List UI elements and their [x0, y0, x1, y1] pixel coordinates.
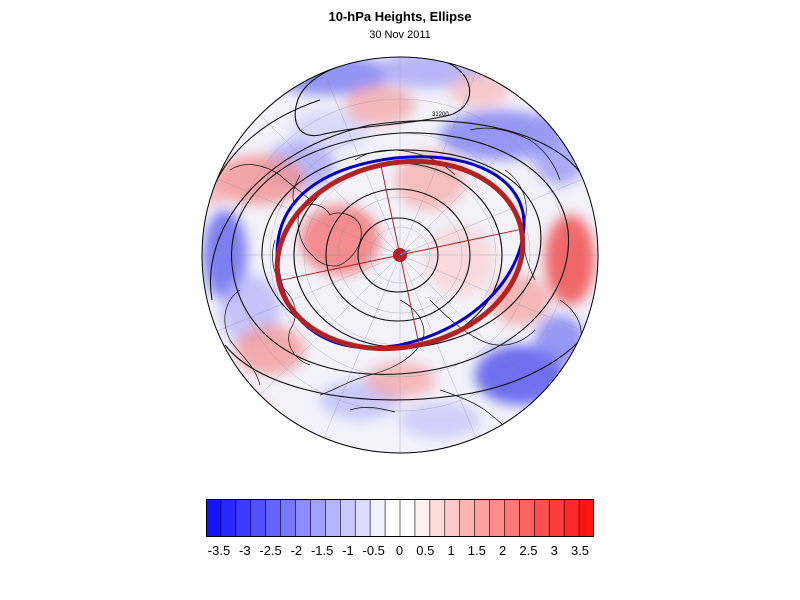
- colorbar-swatch: [399, 499, 416, 537]
- colorbar-tick-label: 3: [550, 543, 558, 558]
- colorbar-swatch: [504, 499, 520, 537]
- colorbar-tick-label: -3: [239, 543, 251, 558]
- colorbar-tick-label: -0.5: [362, 543, 385, 558]
- map-date: 30 Nov 2011: [369, 29, 431, 41]
- colorbar-swatch: [354, 499, 371, 537]
- colorbar-swatch: [384, 499, 401, 537]
- colorbar-tick-label: 1: [447, 543, 455, 558]
- colorbar-tick-label: 0: [395, 543, 404, 558]
- colorbar-swatch: [369, 499, 386, 537]
- colorbar-swatch: [250, 499, 267, 537]
- colorbar-swatch: [444, 499, 461, 537]
- map-title: 10-hPa Heights, Ellipse: [328, 9, 472, 24]
- colorbar-swatch: [340, 499, 356, 537]
- colorbar-swatch: [578, 499, 594, 537]
- colorbar-tick-label: -3.5: [207, 543, 231, 558]
- center-vector: [399, 249, 411, 256]
- colorbar-swatch: [280, 499, 297, 537]
- colorbar-tick-label: -2.5: [259, 543, 282, 558]
- colorbar-swatch: [414, 499, 431, 537]
- colorbar-swatch: [534, 499, 550, 537]
- colorbar-tick-label: -2: [290, 543, 303, 558]
- colorbar-swatch: [265, 499, 282, 537]
- colorbar-swatch: [295, 499, 312, 537]
- colorbar-swatch: [235, 499, 252, 537]
- colorbar-tick-label: -1.5: [310, 543, 334, 558]
- colorbar-tick-label: 2.5: [519, 543, 538, 558]
- colorbar-swatch: [429, 499, 446, 537]
- colorbar-swatch: [519, 499, 535, 537]
- colorbar-tick-label: 3.5: [570, 543, 590, 558]
- colorbar-swatch: [220, 499, 237, 537]
- colorbar-tick-label: 1.5: [467, 543, 486, 558]
- colorbar-swatch: [206, 499, 222, 537]
- colorbar-swatch: [459, 499, 476, 537]
- colorbar-swatch: [489, 499, 506, 537]
- colorbar-swatch: [325, 499, 341, 537]
- colorbar-tick-label: 2: [499, 543, 507, 558]
- contour-label: 31200: [432, 112, 449, 118]
- globe: 31200: [202, 57, 598, 453]
- colorbar-swatch: [310, 499, 326, 537]
- colorbar-tick-label: -1: [342, 543, 354, 558]
- colorbar-tick-label: 0.5: [416, 543, 435, 558]
- coastlines: [224, 127, 582, 436]
- fitted-ellipse: [274, 158, 526, 352]
- globe-border: [201, 56, 599, 454]
- colorbar-border: [206, 499, 594, 537]
- colorbar-labels: -3.5 -3 -2.5 -2 -1.5 -1 -0.5 0 0.5 1 1.5 2 2.5 3 3.5: [0, 543, 800, 563]
- colorbar: [206, 499, 594, 537]
- colorbar-swatch: [548, 499, 565, 537]
- colorbar-swatch: [563, 499, 580, 537]
- colorbar-swatch: [474, 499, 491, 537]
